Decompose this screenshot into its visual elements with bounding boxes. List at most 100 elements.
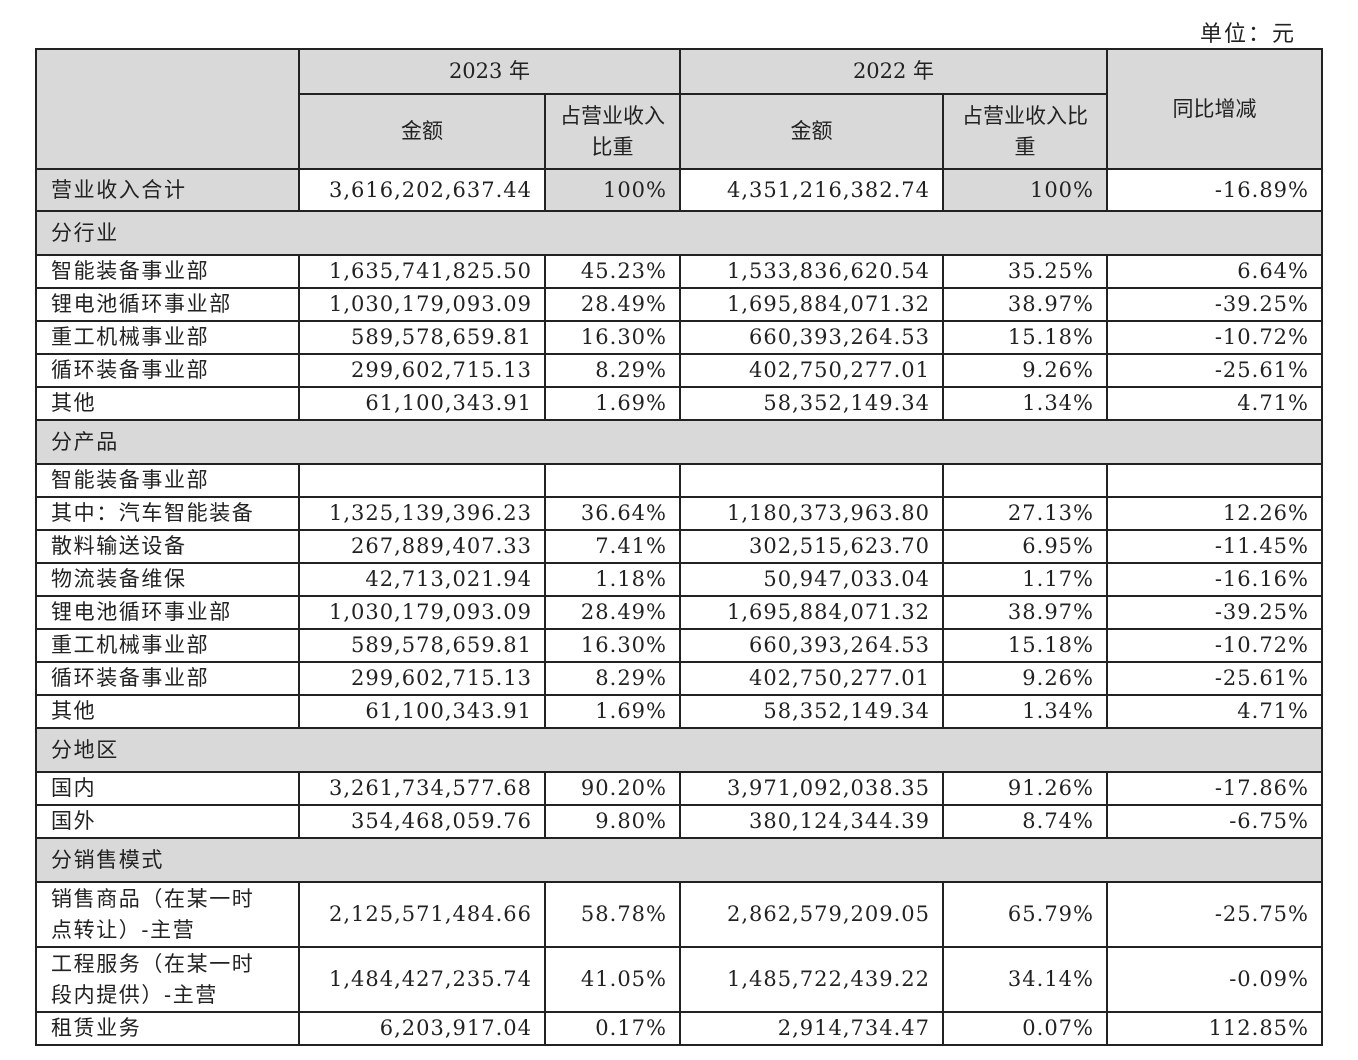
table-cell: 50,947,033.04 bbox=[679, 562, 944, 597]
table-cell: -39.25% bbox=[1106, 595, 1323, 630]
table-cell: 2,125,571,484.66 bbox=[298, 881, 546, 948]
table-cell: -10.72% bbox=[1106, 628, 1323, 663]
header-cell: 占营业收入比重 bbox=[942, 93, 1108, 170]
data-row: 锂电池循环事业部 1,030,179,093.09 28.49% 1,695,884,… bbox=[35, 595, 1323, 630]
table-cell: 45.23% bbox=[544, 254, 681, 289]
table-cell: 7.41% bbox=[544, 529, 681, 564]
table-cell: 6.64% bbox=[1106, 254, 1323, 289]
header-row: 金额 占营业收入比重 金额 占营业收入比重 bbox=[36, 93, 1322, 170]
table-cell: 循环装备事业部 bbox=[35, 661, 300, 696]
table-cell: 工程服务（在某一时段内提供）-主营 bbox=[35, 946, 300, 1013]
table-cell: 1,695,884,071.32 bbox=[679, 287, 944, 322]
table-cell: 41.05% bbox=[544, 946, 681, 1013]
header-cell: 2023 年 bbox=[298, 48, 681, 95]
table-cell bbox=[298, 463, 546, 498]
data-row: 租赁业务 6,203,917.04 0.17% 2,914,734.47 0.07% 11… bbox=[35, 1011, 1323, 1046]
table-cell: 100% bbox=[544, 168, 681, 212]
table-cell: -10.72% bbox=[1106, 320, 1323, 355]
table-cell: 58.78% bbox=[544, 881, 681, 948]
table-cell: 1,325,139,396.23 bbox=[298, 496, 546, 531]
table-cell: 0.17% bbox=[544, 1011, 681, 1046]
table-cell: 1.69% bbox=[544, 694, 681, 729]
table-cell: 6,203,917.04 bbox=[298, 1011, 546, 1046]
revenue-table: 2023 年 2022 年 同比增减 金额 占营业收入比重 金额 占营业收入比重… bbox=[35, 48, 1323, 1046]
data-row: 重工机械事业部 589,578,659.81 16.30% 660,393,264.5… bbox=[35, 628, 1323, 663]
section-title: 分销售模式 bbox=[35, 837, 1323, 883]
table-cell: 1.17% bbox=[942, 562, 1108, 597]
table-cell: 12.26% bbox=[1106, 496, 1323, 531]
table-cell: 9.26% bbox=[942, 661, 1108, 696]
data-row: 工程服务（在某一时段内提供）-主营 1,484,427,235.74 41.05% 1… bbox=[35, 946, 1323, 1013]
table-cell: -25.75% bbox=[1106, 881, 1323, 948]
table-cell: 1,533,836,620.54 bbox=[679, 254, 944, 289]
table-cell: 42,713,021.94 bbox=[298, 562, 546, 597]
table-cell: 销售商品（在某一时点转让）-主营 bbox=[35, 881, 300, 948]
table-cell: 重工机械事业部 bbox=[35, 628, 300, 663]
table-cell: 112.85% bbox=[1106, 1011, 1323, 1046]
table-cell: -16.89% bbox=[1106, 168, 1323, 212]
table-cell: -6.75% bbox=[1106, 804, 1323, 839]
table-cell: 28.49% bbox=[544, 287, 681, 322]
table-cell: -0.09% bbox=[1106, 946, 1323, 1013]
data-row: 国外 354,468,059.76 9.80% 380,124,344.39 8.74%… bbox=[35, 804, 1323, 839]
table-cell: 380,124,344.39 bbox=[679, 804, 944, 839]
data-row: 智能装备事业部 1,635,741,825.50 45.23% 1,533,836,6… bbox=[35, 254, 1323, 289]
table-cell: 27.13% bbox=[942, 496, 1108, 531]
data-row: 循环装备事业部 299,602,715.13 8.29% 402,750,277.01… bbox=[35, 661, 1323, 696]
data-row: 其他 61,100,343.91 1.69% 58,352,149.34 1.34% 4.… bbox=[35, 386, 1323, 421]
table-cell: 299,602,715.13 bbox=[298, 661, 546, 696]
table-cell: 3,971,092,038.35 bbox=[679, 771, 944, 806]
table-cell: 15.18% bbox=[942, 320, 1108, 355]
table-cell bbox=[679, 463, 944, 498]
table-cell: 9.80% bbox=[544, 804, 681, 839]
table-cell: 16.30% bbox=[544, 628, 681, 663]
data-row: 循环装备事业部 299,602,715.13 8.29% 402,750,277.01… bbox=[35, 353, 1323, 388]
table-cell: 0.07% bbox=[942, 1011, 1108, 1046]
data-row: 营业收入合计 3,616,202,637.44 100% 4,351,216,382.… bbox=[35, 168, 1323, 212]
table-cell bbox=[544, 463, 681, 498]
table-cell: 锂电池循环事业部 bbox=[35, 287, 300, 322]
header-cell: 金额 bbox=[679, 93, 944, 170]
table-cell: -25.61% bbox=[1106, 661, 1323, 696]
table-cell: 1,030,179,093.09 bbox=[298, 287, 546, 322]
table-cell: 589,578,659.81 bbox=[298, 628, 546, 663]
table-cell bbox=[942, 463, 1108, 498]
table-cell: 28.49% bbox=[544, 595, 681, 630]
table-cell: 1.34% bbox=[942, 694, 1108, 729]
table-cell: 1,180,373,963.80 bbox=[679, 496, 944, 531]
table-cell: 1,030,179,093.09 bbox=[298, 595, 546, 630]
table-cell: 58,352,149.34 bbox=[679, 694, 944, 729]
table-cell: 90.20% bbox=[544, 771, 681, 806]
table-cell: 4,351,216,382.74 bbox=[679, 168, 944, 212]
table-cell: 61,100,343.91 bbox=[298, 694, 546, 729]
table-cell: 散料输送设备 bbox=[35, 529, 300, 564]
data-row: 销售商品（在某一时点转让）-主营 2,125,571,484.66 58.78% 2,… bbox=[35, 881, 1323, 948]
table-cell: 国外 bbox=[35, 804, 300, 839]
table-cell: 299,602,715.13 bbox=[298, 353, 546, 388]
table-cell: 1.34% bbox=[942, 386, 1108, 421]
data-row: 重工机械事业部 589,578,659.81 16.30% 660,393,264.5… bbox=[35, 320, 1323, 355]
table-cell: 61,100,343.91 bbox=[298, 386, 546, 421]
table-cell: 智能装备事业部 bbox=[35, 254, 300, 289]
table-cell: 1,635,741,825.50 bbox=[298, 254, 546, 289]
data-row: 其中：汽车智能装备 1,325,139,396.23 36.64% 1,180,373… bbox=[35, 496, 1323, 531]
table-cell: 8.74% bbox=[942, 804, 1108, 839]
table-cell: 物流装备维保 bbox=[35, 562, 300, 597]
table-cell: 其他 bbox=[35, 386, 300, 421]
table-cell: 16.30% bbox=[544, 320, 681, 355]
table-cell: 589,578,659.81 bbox=[298, 320, 546, 355]
table-cell: -39.25% bbox=[1106, 287, 1323, 322]
table-cell: 其他 bbox=[35, 694, 300, 729]
table-cell: 1,695,884,071.32 bbox=[679, 595, 944, 630]
table-cell: 65.79% bbox=[942, 881, 1108, 948]
table-cell: 58,352,149.34 bbox=[679, 386, 944, 421]
table-cell: 2,862,579,209.05 bbox=[679, 881, 944, 948]
section-row: 分行业 bbox=[35, 210, 1323, 256]
table-cell: 4.71% bbox=[1106, 386, 1323, 421]
header-cell: 同比增减 bbox=[1106, 48, 1323, 170]
table-cell bbox=[1106, 463, 1323, 498]
header-cell bbox=[35, 48, 300, 170]
table-cell: 1.18% bbox=[544, 562, 681, 597]
table-cell: 354,468,059.76 bbox=[298, 804, 546, 839]
